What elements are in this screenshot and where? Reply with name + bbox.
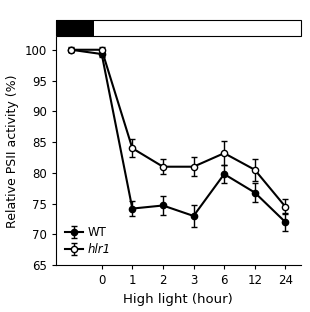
X-axis label: High light (hour): High light (hour) (123, 293, 233, 306)
Legend: WT, hlr1: WT, hlr1 (62, 223, 114, 259)
Bar (56, 20, 94, 36)
Bar (94, 20, 301, 36)
Y-axis label: Relative PSII activity (%): Relative PSII activity (%) (6, 75, 19, 228)
